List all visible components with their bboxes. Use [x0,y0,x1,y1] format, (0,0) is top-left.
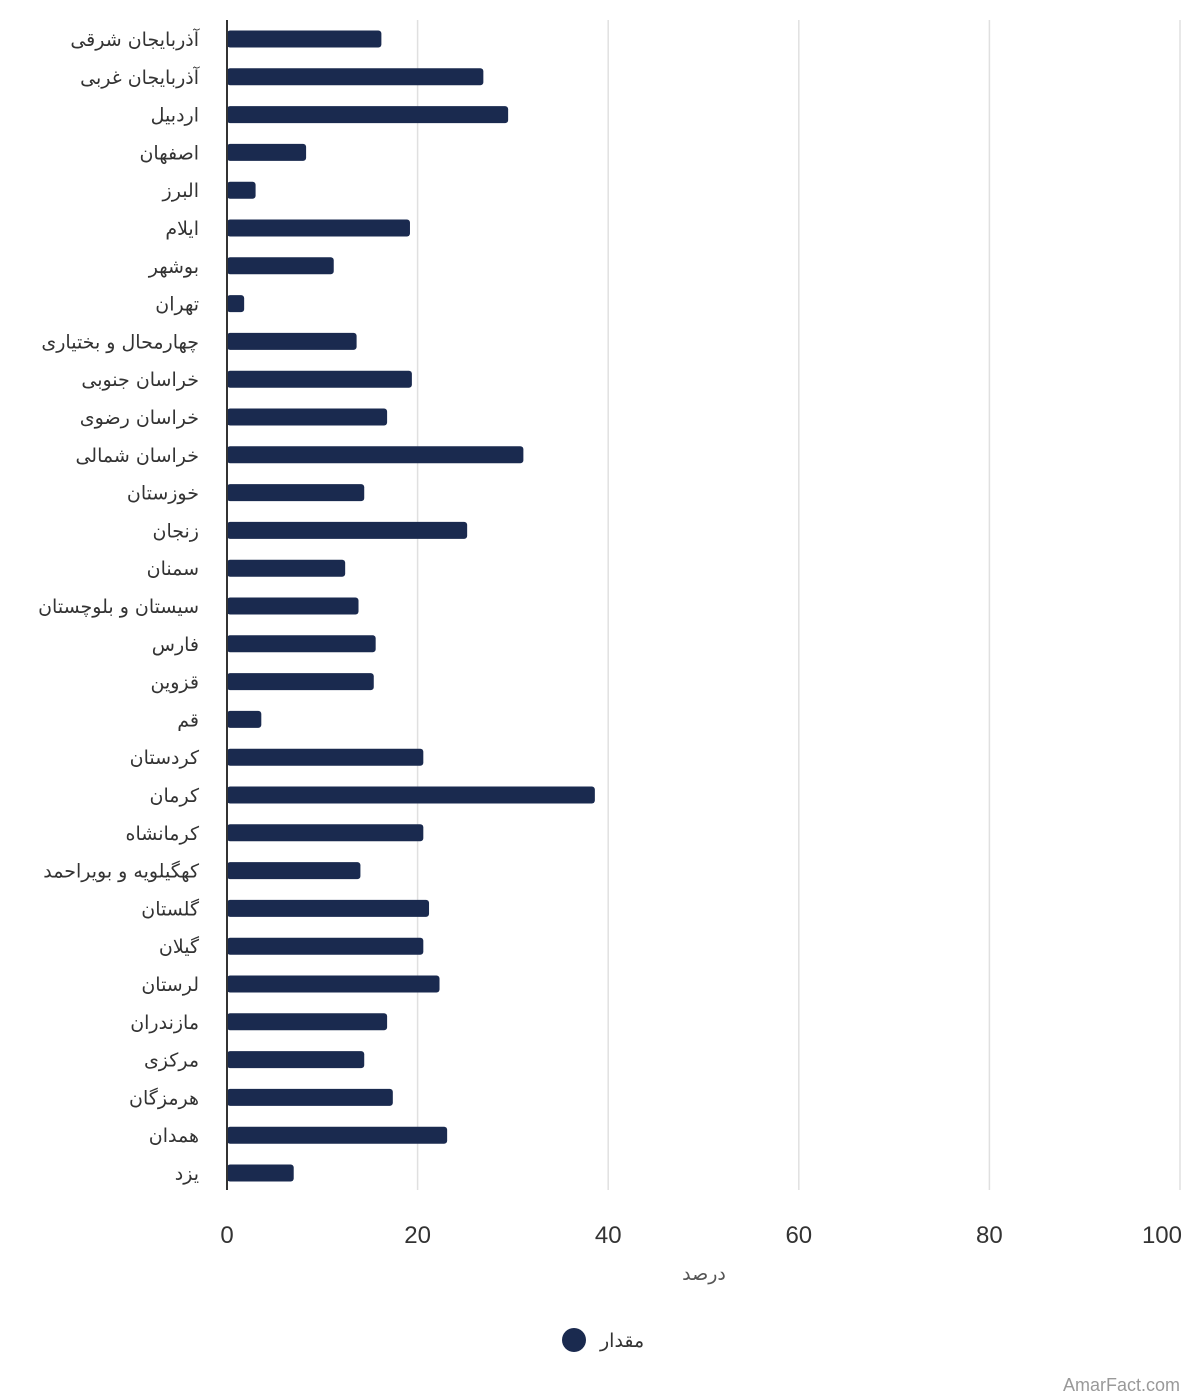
bar[interactable] [227,30,382,48]
category-label: فارس [152,634,199,656]
category-label: سیستان و بلوچستان [38,596,199,618]
category-labels: آذربایجان شرقی آذربایجان غربی اردبیل اصفهان… [38,27,200,1185]
category-label: مرکزی [144,1050,199,1072]
grid-lines [416,20,1181,1190]
category-label: کرمان [150,785,200,807]
legend-label: مقدار [599,1330,644,1352]
category-label: کرمانشاه [126,823,200,845]
bar[interactable] [227,257,334,275]
bar[interactable] [227,748,424,766]
bar[interactable] [227,1164,294,1182]
bar[interactable] [227,181,256,199]
bar[interactable] [227,937,424,955]
bar[interactable] [227,824,424,842]
legend[interactable]: مقدار [562,1328,644,1352]
bar[interactable] [227,484,365,502]
category-label: هرمزگان [129,1086,199,1109]
bar[interactable] [227,786,595,804]
category-label: سمنان [147,558,199,580]
category-label: خوزستان [127,483,199,505]
category-label: گلستان [141,897,200,920]
category-label: تهران [155,294,199,316]
x-tick-label: 100 [1142,1222,1182,1249]
bar[interactable] [227,1088,393,1106]
category-label: خراسان شمالی [75,445,199,467]
category-label: البرز [162,180,199,202]
bar[interactable] [227,295,245,313]
category-label: یزد [175,1163,199,1185]
bars [227,30,595,1182]
x-tick-label: 80 [976,1222,1003,1249]
bar[interactable] [227,446,524,464]
category-label: بوشهر [148,256,199,278]
bar[interactable] [227,597,359,615]
bar[interactable] [227,975,440,993]
category-label: کهگیلویه و بویراحمد [43,860,200,883]
x-tick-label: 20 [404,1222,431,1249]
x-tick-label: 60 [785,1222,812,1249]
bar[interactable] [227,332,357,350]
bar[interactable] [227,862,361,880]
category-label: چهارمحال و بختیاری [41,331,199,353]
bar[interactable] [227,68,484,86]
category-label: آذربایجان شرقی [70,27,199,51]
bar[interactable] [227,106,509,124]
bar[interactable] [227,408,388,426]
bar[interactable] [227,1013,388,1031]
category-label: قزوین [151,672,200,694]
category-label: خراسان جنوبی [81,369,199,391]
credit-text[interactable]: AmarFact.com [1063,1375,1180,1395]
bar[interactable] [227,559,346,577]
bar[interactable] [227,899,430,917]
x-axis-title: درصد [682,1263,726,1285]
category-label: لرستان [141,974,199,996]
bar[interactable] [227,219,410,237]
bar[interactable] [227,673,374,691]
category-label: ایلام [165,218,199,240]
category-label: مازندران [130,1012,199,1034]
category-label: آذربایجان غربی [80,65,200,89]
category-label: زنجان [153,520,199,542]
legend-marker [562,1328,586,1352]
bar[interactable] [227,635,376,653]
bar[interactable] [227,710,262,728]
bar[interactable] [227,143,307,161]
category-label: همدان [149,1125,199,1147]
category-label: خراسان رضوی [80,407,199,429]
category-label: گیلان [159,935,200,958]
category-label: قم [177,709,199,731]
bar[interactable] [227,521,468,539]
x-tick-label: 0 [220,1222,233,1249]
category-label: اصفهان [139,142,199,164]
bar[interactable] [227,1051,365,1069]
category-label: اردبیل [151,105,199,127]
bar[interactable] [227,1126,448,1144]
x-tick-label: 40 [595,1222,622,1249]
bar[interactable] [227,370,412,388]
x-tick-labels: 0 20 40 60 80 100 [220,1222,1182,1249]
category-label: کردستان [130,747,200,769]
